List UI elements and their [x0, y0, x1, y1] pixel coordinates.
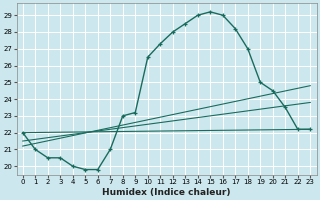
- X-axis label: Humidex (Indice chaleur): Humidex (Indice chaleur): [102, 188, 231, 197]
